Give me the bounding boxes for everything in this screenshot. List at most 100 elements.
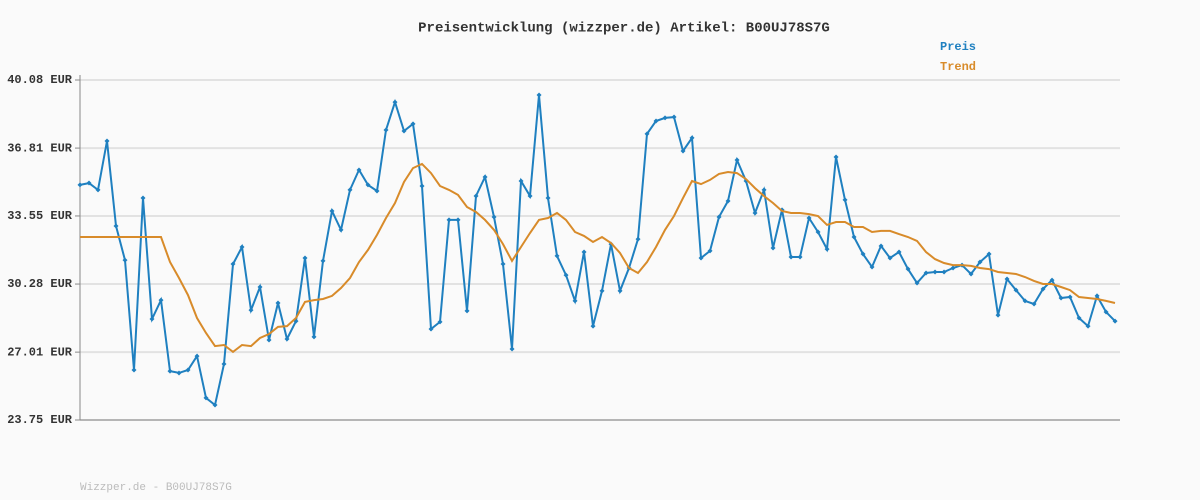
point-marker — [1040, 286, 1046, 292]
point-marker — [284, 336, 290, 342]
point-marker — [509, 346, 515, 352]
series-line — [80, 162, 1116, 354]
point-marker — [932, 269, 938, 275]
point-marker — [653, 118, 659, 124]
point-marker — [806, 215, 812, 221]
point-marker — [428, 326, 434, 332]
point-marker — [635, 236, 641, 242]
point-marker — [563, 272, 569, 278]
point-marker — [1022, 298, 1028, 304]
y-tick-label: 23.75 EUR — [7, 413, 73, 427]
point-marker — [167, 368, 173, 374]
point-marker — [266, 337, 272, 343]
y-tick-label: 40.08 EUR — [7, 73, 73, 87]
point-marker — [1058, 295, 1064, 301]
point-marker — [122, 257, 128, 263]
point-marker — [752, 210, 758, 216]
legend-label: Preis — [940, 40, 976, 54]
point-marker — [572, 298, 578, 304]
point-marker — [869, 264, 875, 270]
point-marker — [1067, 294, 1073, 300]
point-marker — [689, 135, 695, 141]
point-marker — [941, 269, 947, 275]
point-marker — [545, 195, 551, 201]
point-marker — [473, 193, 479, 199]
point-marker — [923, 270, 929, 276]
point-marker — [482, 174, 488, 180]
point-marker — [716, 214, 722, 220]
point-marker — [896, 249, 902, 255]
point-marker — [851, 234, 857, 240]
point-marker — [437, 319, 443, 325]
point-marker — [617, 288, 623, 294]
point-marker — [383, 127, 389, 133]
point-marker — [320, 258, 326, 264]
point-marker — [590, 323, 596, 329]
point-marker — [599, 288, 605, 294]
point-marker — [644, 131, 650, 137]
y-tick-label: 27.01 EUR — [7, 345, 73, 359]
point-marker — [104, 138, 110, 144]
point-marker — [302, 255, 308, 261]
point-marker — [140, 195, 146, 201]
point-marker — [275, 300, 281, 306]
point-marker — [518, 178, 524, 184]
point-marker — [1004, 276, 1010, 282]
point-marker — [374, 188, 380, 194]
point-marker — [950, 265, 956, 271]
point-marker — [230, 261, 236, 267]
point-marker — [842, 197, 848, 203]
y-tick-label: 30.28 EUR — [7, 277, 73, 291]
point-marker — [878, 243, 884, 249]
point-marker — [194, 353, 200, 359]
footer: Wizzper.de - B00UJ78S7G — [80, 482, 232, 494]
point-marker — [734, 157, 740, 163]
point-marker — [905, 266, 911, 272]
point-marker — [1094, 293, 1100, 299]
y-tick-label: 36.81 EUR — [7, 141, 73, 155]
point-marker — [887, 255, 893, 261]
point-marker — [158, 297, 164, 303]
point-marker — [1112, 318, 1118, 324]
point-marker — [797, 254, 803, 260]
point-marker — [500, 261, 506, 267]
point-marker — [833, 154, 839, 160]
point-marker — [824, 246, 830, 252]
point-marker — [221, 361, 227, 367]
point-marker — [356, 167, 362, 173]
point-marker — [977, 259, 983, 265]
point-marker — [707, 248, 713, 254]
y-tick-label: 33.55 EUR — [7, 209, 73, 223]
point-marker — [185, 367, 191, 373]
point-marker — [527, 193, 533, 199]
point-marker — [860, 251, 866, 257]
point-marker — [536, 92, 542, 98]
point-marker — [239, 244, 245, 250]
point-marker — [662, 115, 668, 121]
point-marker — [329, 208, 335, 214]
point-marker — [455, 217, 461, 223]
point-marker — [95, 187, 101, 193]
point-marker — [176, 370, 182, 376]
point-marker — [131, 367, 137, 373]
point-marker — [419, 183, 425, 189]
point-marker — [1103, 309, 1109, 315]
point-marker — [968, 271, 974, 277]
point-marker — [698, 255, 704, 261]
point-marker — [1085, 323, 1091, 329]
point-marker — [680, 148, 686, 154]
chart-title: Preisentwicklung (wizzper.de) Artikel: B… — [418, 21, 830, 37]
point-marker — [203, 395, 209, 401]
point-marker — [671, 114, 677, 120]
point-marker — [248, 307, 254, 313]
point-marker — [1013, 287, 1019, 293]
point-marker — [914, 280, 920, 286]
point-marker — [1049, 277, 1055, 283]
point-marker — [770, 245, 776, 251]
point-marker — [311, 334, 317, 340]
point-marker — [149, 316, 155, 322]
point-marker — [788, 254, 794, 260]
point-marker — [815, 229, 821, 235]
